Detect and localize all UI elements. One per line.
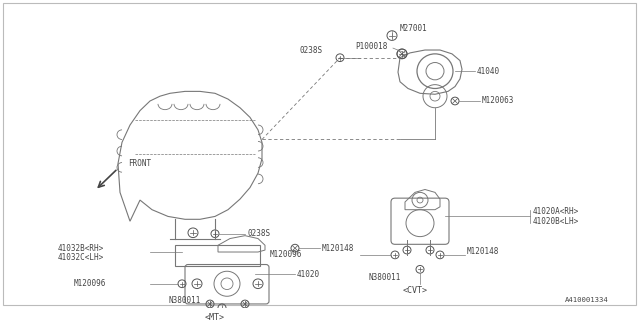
Text: N380011: N380011 [369,273,401,282]
Text: N380011: N380011 [169,296,201,305]
Text: P100018: P100018 [355,42,387,51]
Text: 41032B<RH>: 41032B<RH> [58,244,104,253]
Text: 41020B<LH>: 41020B<LH> [533,217,579,226]
Text: 41020A<RH>: 41020A<RH> [533,207,579,216]
Text: FRONT: FRONT [128,159,151,168]
Text: M120148: M120148 [467,246,499,256]
Text: M120063: M120063 [482,97,515,106]
Text: M27001: M27001 [400,24,428,33]
Text: A410001334: A410001334 [565,297,609,303]
Text: 41040: 41040 [477,67,500,76]
Bar [175,245,260,267]
Text: 41020: 41020 [297,270,320,279]
Text: 41032C<LH>: 41032C<LH> [58,253,104,262]
Text: M120148: M120148 [322,244,355,253]
Text: M120096: M120096 [270,250,302,260]
Text: M120096: M120096 [74,279,106,288]
Text: 0238S: 0238S [300,46,323,55]
Text: <CVT>: <CVT> [403,286,428,295]
Text: <MT>: <MT> [205,313,225,320]
Text: 0238S: 0238S [247,229,270,238]
